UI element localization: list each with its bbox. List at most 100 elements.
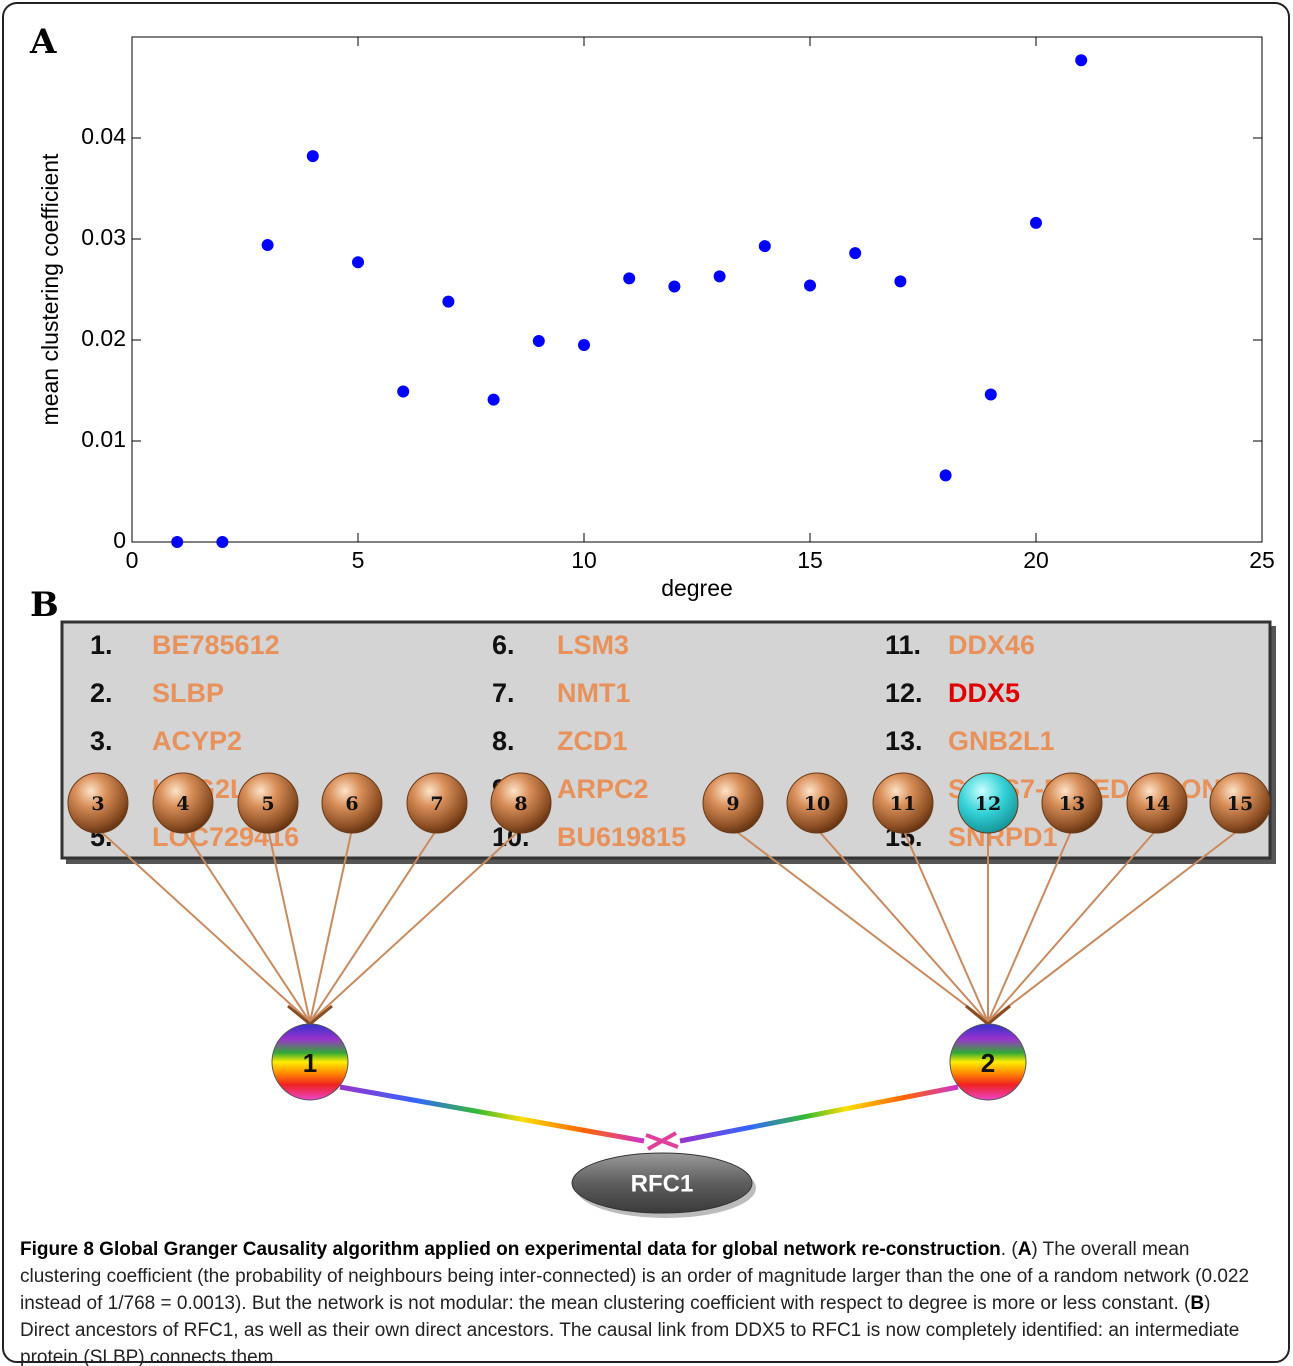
- gene-name: DDX46: [948, 630, 1035, 660]
- node: [321, 772, 383, 834]
- gene-name: NMT1: [557, 678, 631, 708]
- x-tick-label: 20: [1023, 547, 1049, 573]
- point: [804, 279, 816, 292]
- node: [490, 772, 552, 834]
- plot-area: [131, 36, 1263, 543]
- gene-name: BU619815: [557, 822, 686, 852]
- gene-name: ACYP2: [152, 726, 242, 756]
- point: [171, 536, 184, 548]
- node: [152, 772, 214, 834]
- edge: [97, 828, 311, 1023]
- node-label: 11: [890, 793, 916, 815]
- node-label: 10: [804, 793, 830, 815]
- node-label: 13: [1059, 793, 1085, 815]
- gene-name: ZCD1: [557, 726, 628, 756]
- caption-text: ) Direct ancestors of RFC1, as well as t…: [20, 1293, 1240, 1366]
- point: [668, 280, 681, 293]
- point: [578, 339, 590, 352]
- node-label: 3: [91, 793, 104, 815]
- node: [1126, 772, 1188, 834]
- hub-label: 2: [981, 1048, 995, 1078]
- gene-number: 2.: [90, 678, 113, 708]
- node-label: 7: [430, 793, 443, 815]
- edge: [679, 1084, 959, 1144]
- node: [67, 772, 129, 834]
- edge: [267, 828, 311, 1023]
- point: [1075, 54, 1088, 67]
- edge: [309, 828, 522, 1023]
- hub-node: [271, 1023, 349, 1101]
- node: [406, 772, 468, 834]
- point: [1030, 216, 1042, 229]
- x-tick-label: 25: [1249, 547, 1275, 573]
- node-label: 15: [1227, 793, 1253, 815]
- point: [713, 270, 726, 283]
- node: [872, 772, 934, 834]
- point: [849, 247, 862, 260]
- point: [758, 240, 771, 253]
- caption-text: B: [1190, 1293, 1205, 1314]
- node: [786, 772, 848, 834]
- gene-number: 13.: [885, 726, 923, 756]
- point: [894, 275, 907, 288]
- gene-number: 3.: [90, 726, 113, 756]
- node-label: 6: [345, 793, 358, 815]
- gene-name: BE785612: [152, 630, 280, 660]
- point: [487, 393, 500, 406]
- y-tick-label: 0.03: [81, 224, 126, 250]
- edge: [309, 828, 353, 1023]
- point: [216, 536, 229, 548]
- x-tick-label: 0: [126, 547, 139, 573]
- node-label: 9: [726, 793, 739, 815]
- target-label: RFC1: [631, 1170, 694, 1197]
- hub-label: 1: [303, 1048, 317, 1078]
- edge: [987, 828, 1073, 1023]
- gene-number: 1.: [90, 630, 113, 660]
- edge: [816, 828, 989, 1023]
- target-node: [571, 1152, 753, 1214]
- gene-name: SLBP: [152, 678, 224, 708]
- node-label: 5: [261, 793, 274, 815]
- edge: [339, 1084, 645, 1144]
- point: [397, 385, 410, 398]
- y-tick-label: 0: [113, 527, 126, 553]
- edge: [732, 828, 989, 1023]
- gene-name: GNB2L1: [948, 726, 1055, 756]
- caption-text: . (: [1000, 1239, 1018, 1260]
- edge: [182, 828, 311, 1023]
- caption-text: A: [1017, 1239, 1032, 1260]
- node-label: 4: [176, 793, 189, 815]
- gene-number: 8.: [492, 726, 515, 756]
- edge: [987, 828, 1158, 1023]
- y-tick-label: 0.01: [81, 426, 126, 452]
- point: [984, 388, 997, 401]
- gene-name: DDX5: [948, 678, 1020, 708]
- point: [442, 295, 455, 308]
- point: [261, 239, 274, 252]
- gene-number: 11.: [885, 630, 921, 660]
- y-tick-label: 0.02: [81, 325, 126, 351]
- edge: [309, 828, 438, 1023]
- point: [352, 256, 364, 269]
- gene-number: 12.: [885, 678, 923, 708]
- gene-number: 6.: [492, 630, 515, 660]
- node: [702, 772, 764, 834]
- point: [306, 150, 319, 163]
- edge: [902, 828, 989, 1023]
- y-axis-label: mean clustering coefficient: [37, 153, 63, 425]
- point: [623, 272, 636, 285]
- x-tick-label: 5: [352, 547, 365, 573]
- panel-label: A: [29, 22, 57, 62]
- node: [237, 772, 299, 834]
- point: [939, 469, 952, 482]
- node-label: 8: [514, 793, 527, 815]
- arrowhead: [645, 1131, 679, 1151]
- node: [1209, 772, 1271, 834]
- node-label: 12: [975, 793, 1001, 815]
- panel-label: B: [30, 585, 59, 625]
- edge: [987, 828, 1241, 1023]
- node-label: 14: [1144, 793, 1170, 815]
